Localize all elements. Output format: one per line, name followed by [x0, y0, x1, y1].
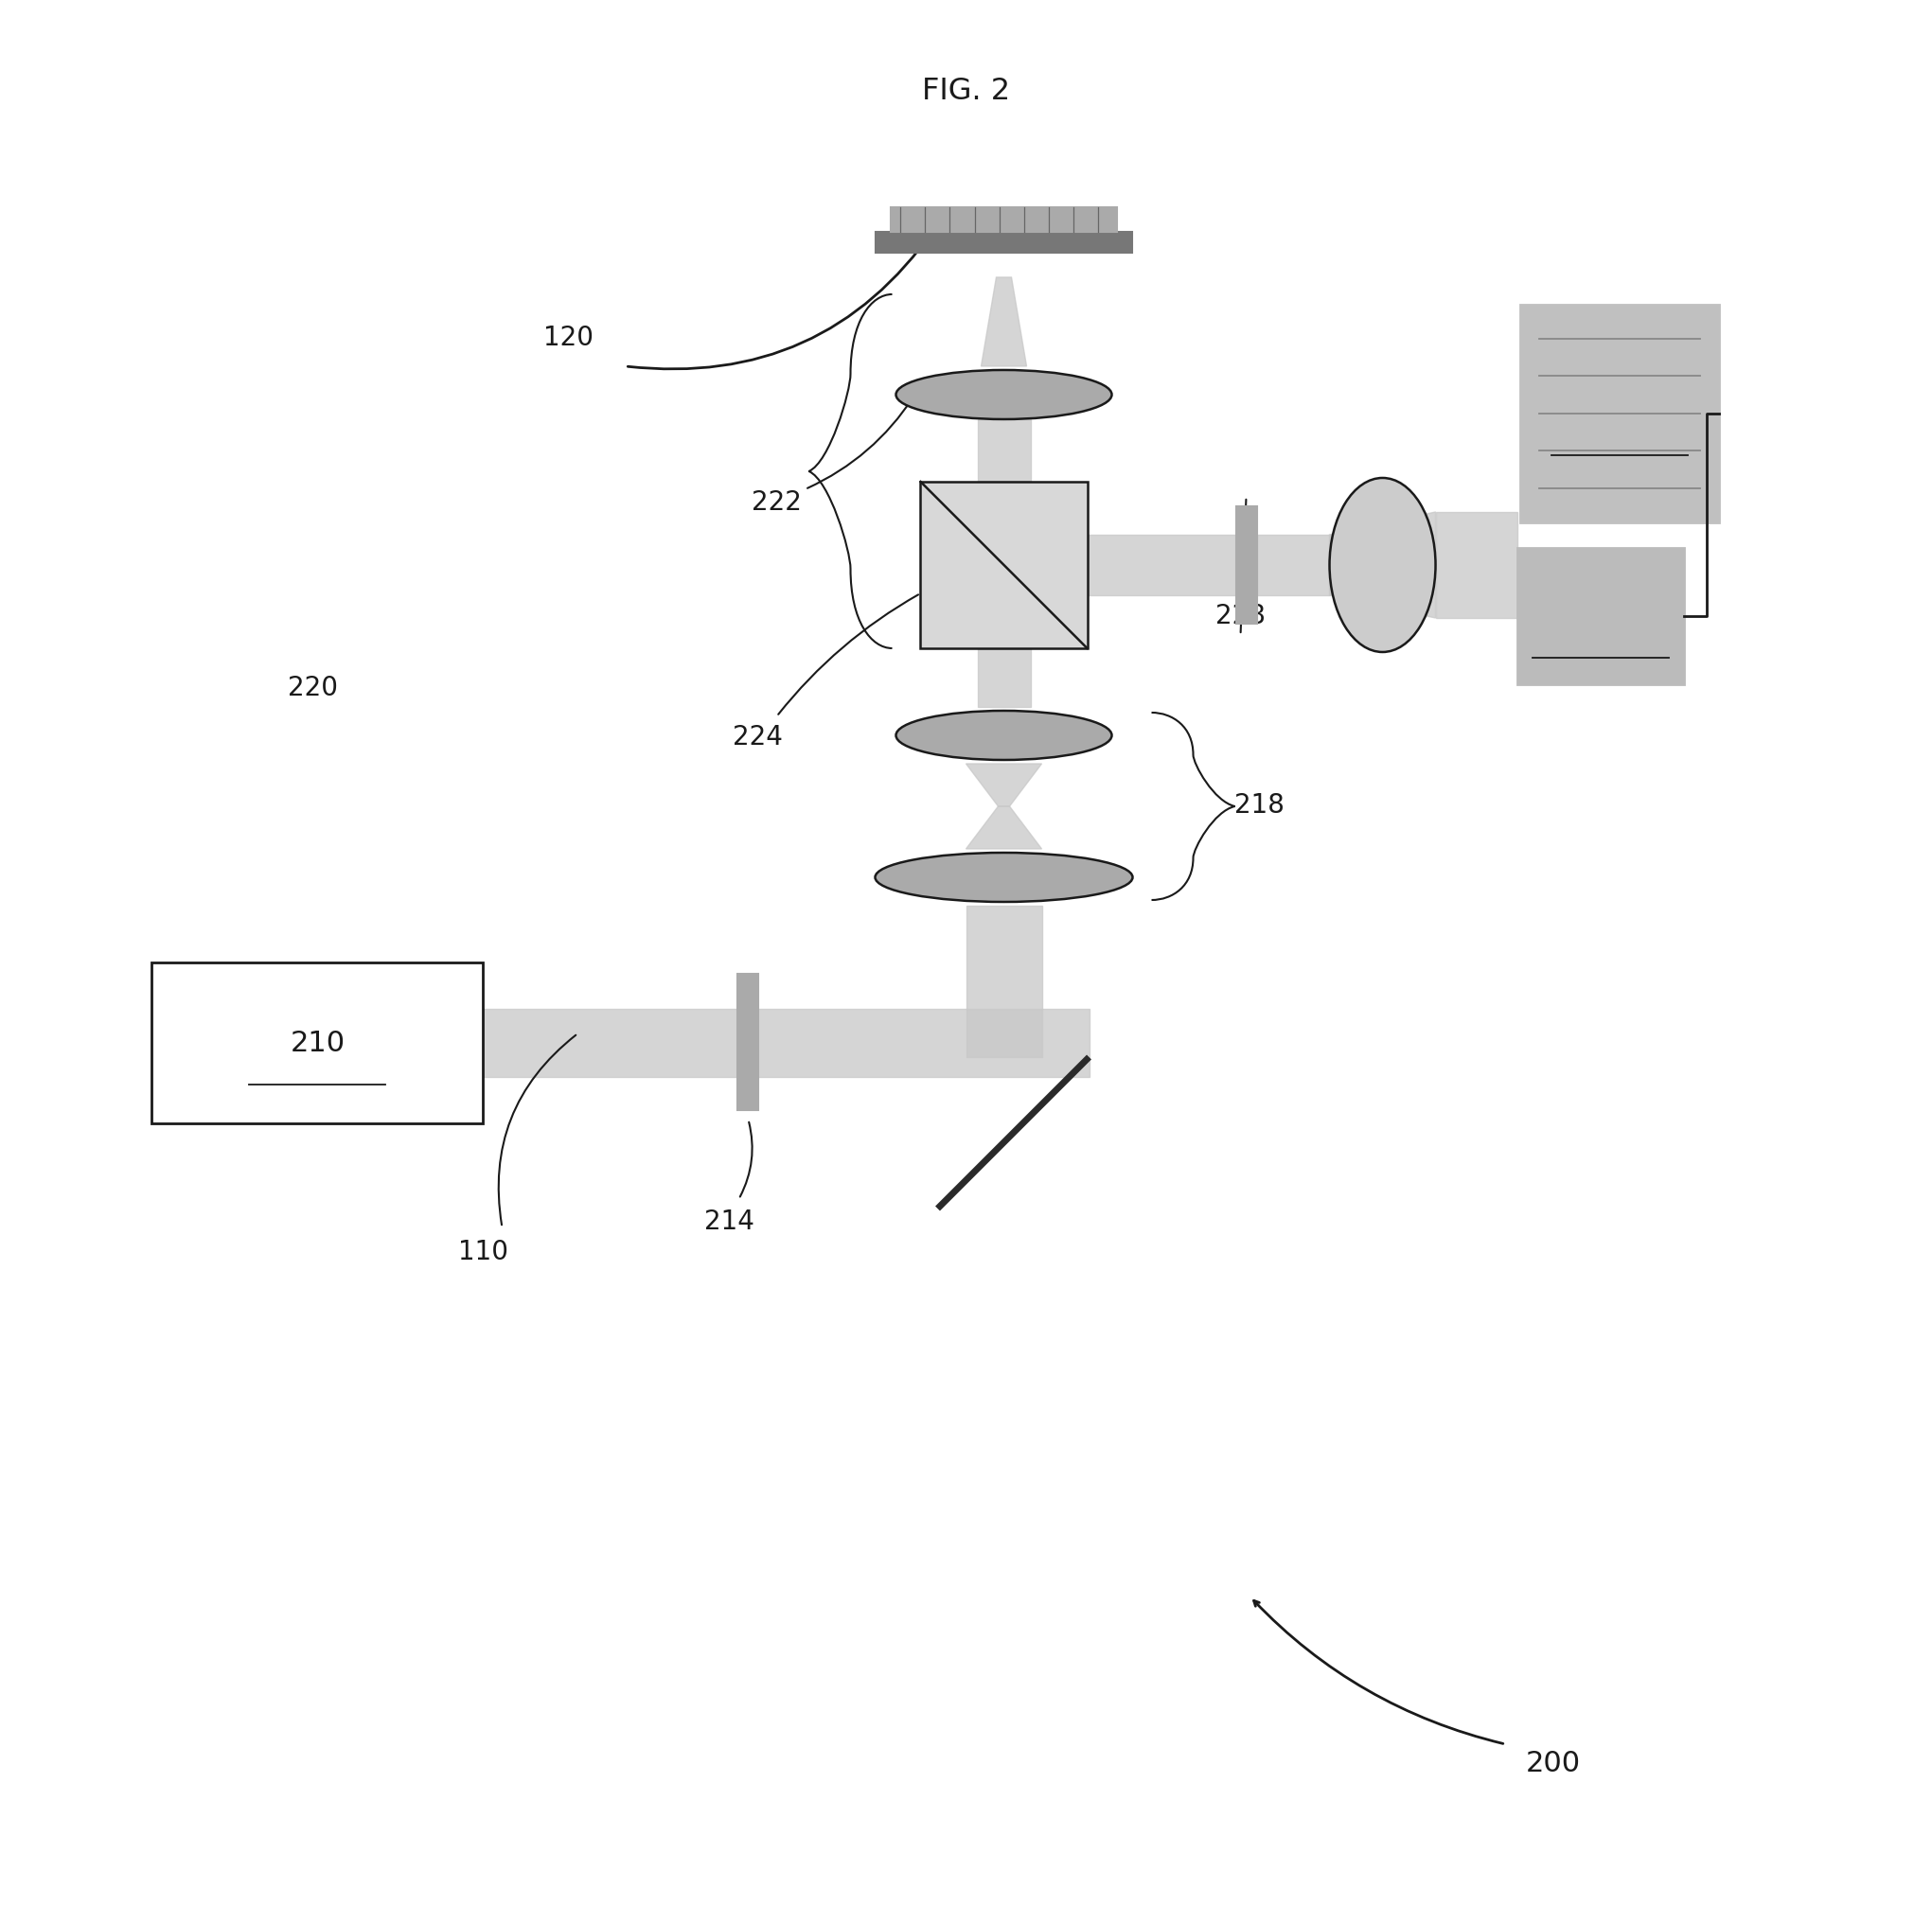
Bar [966, 905, 1041, 1058]
Text: 230: 230 [1575, 602, 1625, 629]
Polygon shape [1329, 513, 1435, 618]
Bar [875, 233, 1132, 253]
Text: 218: 218 [1235, 793, 1285, 818]
Bar [1517, 547, 1683, 684]
Text: 110: 110 [458, 1239, 508, 1266]
Text: 120: 120 [543, 324, 593, 351]
Ellipse shape [875, 852, 1132, 902]
Bar [1520, 305, 1719, 522]
Bar [738, 974, 759, 1109]
Ellipse shape [896, 711, 1111, 760]
Polygon shape [966, 764, 1041, 806]
Bar [1256, 536, 1329, 595]
Bar [978, 648, 1030, 707]
Text: FIG. 2: FIG. 2 [922, 76, 1010, 107]
Bar [978, 419, 1030, 482]
Text: 232: 232 [1594, 400, 1644, 427]
Text: 224: 224 [732, 724, 782, 751]
Bar [978, 482, 1030, 648]
Text: 222: 222 [752, 490, 802, 517]
Text: 200: 200 [1526, 1750, 1580, 1776]
Text: 220: 220 [288, 675, 338, 701]
Bar [1088, 536, 1246, 595]
Bar [891, 208, 1117, 233]
Bar [920, 482, 1088, 648]
Polygon shape [966, 806, 1041, 848]
Bar [1236, 507, 1256, 623]
Text: 214: 214 [705, 1208, 753, 1235]
Polygon shape [981, 276, 1026, 366]
Ellipse shape [896, 370, 1111, 419]
Text: 210: 210 [290, 1029, 346, 1056]
Bar [1435, 513, 1517, 618]
Bar [153, 963, 483, 1123]
Text: 228: 228 [1215, 602, 1265, 629]
Ellipse shape [1329, 478, 1435, 652]
Bar [483, 1008, 1090, 1077]
